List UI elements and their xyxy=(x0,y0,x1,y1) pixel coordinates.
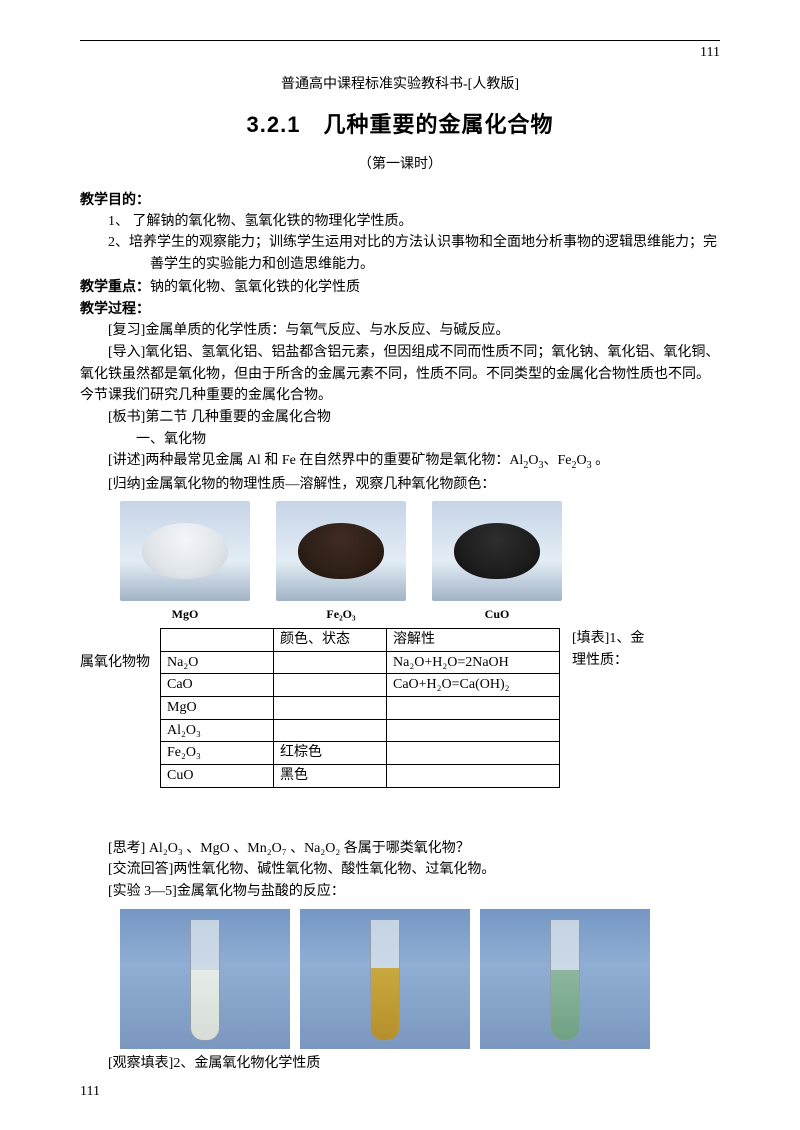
table-row: Al₂O₃ xyxy=(161,719,560,742)
table-row: Fe₂O₃ 红棕色 xyxy=(161,742,560,765)
cell: 黑色 xyxy=(274,764,387,787)
para-observe: [观察填表]2、金属氧化物化学性质 xyxy=(80,1053,720,1075)
body: 教学目的： 1、 了解钠的氧化物、氢氧化铁的物理化学性质。 2、培养学生的观察能… xyxy=(80,189,720,1074)
oxide-label-fe2o3: Fe₂O₃ xyxy=(276,605,406,624)
table-wrap: 属氧化物物 颜色、状态 溶解性 Na₂O Na₂O+H₂O=2NaOH CaO … xyxy=(80,628,720,788)
oxide-image-fe2o3 xyxy=(276,501,406,601)
para-lecture: [讲述]两种最常见金属 Al 和 Fe 在自然界中的重要矿物是氧化物：Al2O3… xyxy=(80,450,720,473)
cell xyxy=(274,719,387,742)
page-number-bottom: 111 xyxy=(80,1084,720,1100)
table-side-right: [填表]1、金 理性质： xyxy=(560,628,672,671)
oxide-image-row: MgO Fe₂O₃ CuO xyxy=(120,501,720,624)
heading-focus-text: 钠的氧化物、氢氧化铁的化学性质 xyxy=(150,280,360,295)
cell xyxy=(274,651,387,674)
objective-2: 2、培养学生的观察能力；训练学生运用对比的方法认识事物和全面地分析事物的逻辑思维… xyxy=(80,232,720,275)
cell xyxy=(387,764,560,787)
cell: MgO xyxy=(161,696,274,719)
page: 111 普通高中课程标准实验教科书-[人教版] 3.2.1 几种重要的金属化合物… xyxy=(0,0,800,1130)
lesson-title: 3.2.1 几种重要的金属化合物 xyxy=(80,107,720,139)
heading-focus-line: 教学重点：钠的氧化物、氢氧化铁的化学性质 xyxy=(80,276,720,299)
cell xyxy=(274,674,387,697)
para-exp: [实验 3—5]金属氧化物与盐酸的反应： xyxy=(80,881,720,903)
cell-head-color: 颜色、状态 xyxy=(274,628,387,651)
lesson-period: （第一课时） xyxy=(80,153,720,173)
para-lecture-text: [讲述]两种最常见金属 Al 和 Fe 在自然界中的重要矿物是氧化物：Al xyxy=(108,453,523,468)
para-intro: [导入]氧化铝、氢氧化铝、铝盐都含铝元素，但因组成不同而性质不同；氧化钠、氧化铝… xyxy=(80,342,720,407)
para-review: [复习]金属单质的化学性质：与氧气反应、与水反应、与碱反应。 xyxy=(80,320,720,342)
tube-card-1 xyxy=(120,909,290,1049)
table-side-left: 属氧化物物 xyxy=(80,628,160,674)
heading-process: 教学过程： xyxy=(80,298,720,320)
page-number-top: 111 xyxy=(80,40,720,61)
table-row: CaO CaO+H₂O=Ca(OH)₂ xyxy=(161,674,560,697)
table-row: Na₂O Na₂O+H₂O=2NaOH xyxy=(161,651,560,674)
cell xyxy=(387,696,560,719)
cell xyxy=(161,628,274,651)
cell xyxy=(387,742,560,765)
oxide-card-fe2o3: Fe₂O₃ xyxy=(276,501,406,624)
cell: 红棕色 xyxy=(274,742,387,765)
page-number-top-text: 111 xyxy=(700,45,720,60)
para-section1: 一、氧化物 xyxy=(80,429,720,451)
table-row: 颜色、状态 溶解性 xyxy=(161,628,560,651)
table-row: MgO xyxy=(161,696,560,719)
para-think: [思考] Al₂O₃ 、MgO 、Mn₂O₇ 、Na₂O₂ 各属于哪类氧化物？ xyxy=(80,838,720,860)
cell: Na₂O+H₂O=2NaOH xyxy=(387,651,560,674)
cell xyxy=(274,696,387,719)
cell xyxy=(387,719,560,742)
table-row: CuO 黑色 xyxy=(161,764,560,787)
para-board: [板书]第二节 几种重要的金属化合物 xyxy=(80,407,720,429)
table-side-right-1: [填表]1、金 xyxy=(572,631,644,646)
cell: CaO xyxy=(161,674,274,697)
tube-card-2 xyxy=(300,909,470,1049)
cell: Fe₂O₃ xyxy=(161,742,274,765)
oxide-card-mgo: MgO xyxy=(120,501,250,624)
properties-table: 颜色、状态 溶解性 Na₂O Na₂O+H₂O=2NaOH CaO CaO+H₂… xyxy=(160,628,560,788)
oxide-image-cuo xyxy=(432,501,562,601)
tube-image-row xyxy=(120,909,720,1049)
objective-1: 1、 了解钠的氧化物、氢氧化铁的物理化学性质。 xyxy=(80,211,720,233)
heading-objective: 教学目的： xyxy=(80,189,720,211)
oxide-image-mgo xyxy=(120,501,250,601)
cell: Al₂O₃ xyxy=(161,719,274,742)
heading-focus-label: 教学重点： xyxy=(80,278,150,294)
oxide-card-cuo: CuO xyxy=(432,501,562,624)
cell-head-solubility: 溶解性 xyxy=(387,628,560,651)
book-subtitle: 普通高中课程标准实验教科书-[人教版] xyxy=(80,73,720,93)
cell: CuO xyxy=(161,764,274,787)
oxide-label-cuo: CuO xyxy=(432,605,562,624)
para-lecture-tail: 。 xyxy=(595,453,609,468)
table-side-right-2: 理性质： xyxy=(572,653,628,668)
cell: Na₂O xyxy=(161,651,274,674)
cell: CaO+H₂O=Ca(OH)₂ xyxy=(387,674,560,697)
para-answer: [交流回答]两性氧化物、碱性氧化物、酸性氧化物、过氧化物。 xyxy=(80,859,720,881)
tube-card-3 xyxy=(480,909,650,1049)
oxide-label-mgo: MgO xyxy=(120,605,250,624)
para-summary: [归纳]金属氧化物的物理性质—溶解性，观察几种氧化物颜色： xyxy=(80,474,720,496)
